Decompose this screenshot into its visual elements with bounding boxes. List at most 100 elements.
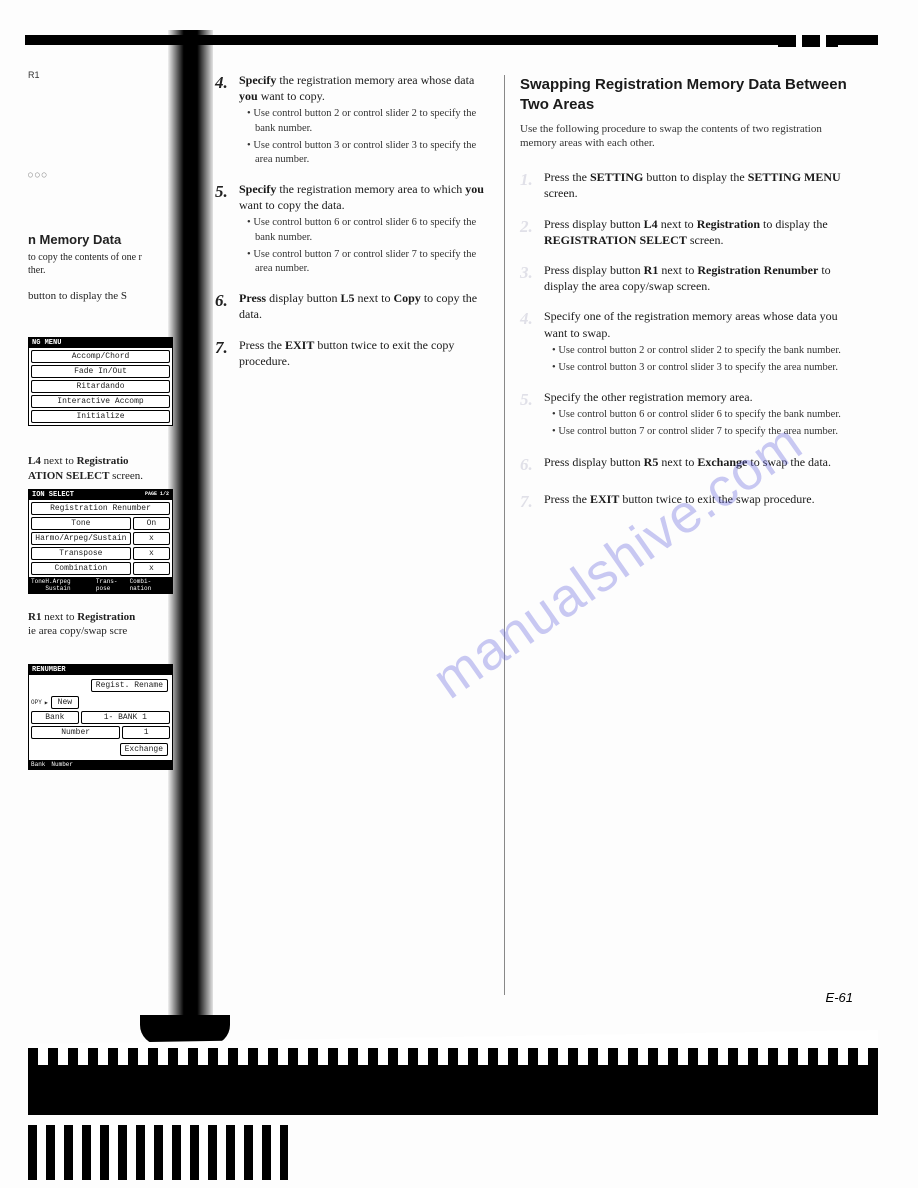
t: Press the bbox=[544, 492, 590, 506]
t: next to bbox=[658, 455, 697, 469]
step-body: Press the SETTING button to display the … bbox=[544, 169, 860, 201]
t: Registration bbox=[697, 217, 760, 231]
step: 7.Press the EXIT button twice to exit th… bbox=[520, 491, 860, 514]
f: Combi-nation bbox=[130, 578, 170, 592]
step-num: 4. bbox=[215, 72, 239, 167]
bottom-scan-artifact-2 bbox=[28, 1125, 288, 1180]
txt: next to bbox=[44, 611, 74, 623]
step-7: 7. Press the EXIT button twice to exit t… bbox=[215, 337, 495, 369]
step-body: Press the EXIT button twice to exit the … bbox=[544, 491, 860, 514]
txt: ie area copy/swap scre bbox=[28, 625, 127, 637]
cell: Bank bbox=[31, 711, 79, 724]
t: to display the bbox=[760, 217, 828, 231]
step-body: Specify the registration memory area to … bbox=[239, 181, 495, 276]
left-heading-memory: n Memory Data bbox=[28, 232, 173, 247]
step-num: 7. bbox=[520, 491, 544, 514]
bullet: Use control button 7 or control slider 7… bbox=[247, 248, 495, 276]
cell: Harmo/Arpeg/Sustain bbox=[31, 532, 131, 545]
reg-bold: Registration bbox=[77, 611, 135, 623]
step-num: 2. bbox=[520, 216, 544, 248]
step-body: Press display button L5 next to Copy to … bbox=[239, 290, 495, 322]
cell: x bbox=[133, 532, 170, 545]
bullet: Use control button 6 or control slider 6… bbox=[247, 216, 495, 244]
left-sub2: ther. bbox=[28, 264, 173, 277]
bullet: Use control button 3 or control slider 3… bbox=[552, 361, 860, 375]
t: next to bbox=[658, 217, 697, 231]
step-num: 3. bbox=[520, 262, 544, 294]
right-column: Swapping Registration Memory Data Betwee… bbox=[520, 75, 860, 527]
cell: Combination bbox=[31, 562, 131, 575]
exchange-btn: Exchange bbox=[120, 743, 168, 756]
left-partial-page: R1 ○○○ n Memory Data to copy the content… bbox=[28, 70, 173, 770]
step-num: 5. bbox=[520, 389, 544, 440]
t: Press the bbox=[544, 170, 590, 184]
page-number: E-61 bbox=[826, 990, 853, 1005]
copy-label: OPY bbox=[31, 699, 42, 706]
f: Bank bbox=[31, 761, 45, 768]
step: 4.Specify one of the registration memory… bbox=[520, 308, 860, 375]
t: you bbox=[239, 89, 258, 103]
t: button twice to exit the swap procedure. bbox=[619, 492, 814, 506]
menu1-row: Ritardando bbox=[31, 380, 170, 393]
step-num: 6. bbox=[215, 290, 239, 322]
menu2-row: Registration Renumber bbox=[31, 502, 170, 515]
cell: Transpose bbox=[31, 547, 131, 560]
reg-bold: Registratio bbox=[77, 455, 129, 467]
step-body: Press the EXIT button twice to exit the … bbox=[239, 337, 495, 369]
txt: screen. bbox=[112, 470, 143, 482]
bullet: Use control button 3 or control slider 3… bbox=[247, 139, 495, 167]
step-num: 4. bbox=[520, 308, 544, 375]
t: L4 bbox=[644, 217, 658, 231]
menu1-row: Accomp/Chord bbox=[31, 350, 170, 363]
t: Specify bbox=[239, 182, 276, 196]
step: 2.Press display button L4 next to Regist… bbox=[520, 216, 860, 248]
menu3-header: RENUMBER bbox=[29, 665, 172, 675]
step: 1.Press the SETTING button to display th… bbox=[520, 169, 860, 201]
renumber-screenshot: RENUMBER Regist. Rename OPY ▸ New Bank1-… bbox=[28, 664, 173, 770]
t: display button bbox=[266, 291, 340, 305]
step-num: 7. bbox=[215, 337, 239, 369]
bullet: Use control button 2 or control slider 2… bbox=[552, 344, 860, 358]
t: the registration memory area to which bbox=[276, 182, 465, 196]
top-border bbox=[25, 35, 878, 45]
cell: Tone bbox=[31, 517, 131, 530]
t: Press the bbox=[239, 338, 285, 352]
section-heading: Swapping Registration Memory Data Betwee… bbox=[520, 75, 860, 116]
t: Exchange bbox=[697, 455, 747, 469]
t: R1 bbox=[644, 263, 659, 277]
t: L5 bbox=[340, 291, 354, 305]
menu1-row: Fade In/Out bbox=[31, 365, 170, 378]
t: next to bbox=[354, 291, 393, 305]
t: Registration Renumber bbox=[697, 263, 818, 277]
t: Press bbox=[239, 291, 266, 305]
column-divider bbox=[504, 75, 505, 995]
ation-bold: ATION SELECT bbox=[28, 470, 109, 482]
t: Press display button bbox=[544, 217, 644, 231]
t: you bbox=[465, 182, 484, 196]
cell: 1 bbox=[122, 726, 170, 739]
book-spine-bottom bbox=[140, 1015, 230, 1045]
dots-row: ○○○ bbox=[28, 170, 173, 179]
cell: x bbox=[133, 562, 170, 575]
t: Press display button bbox=[544, 263, 644, 277]
bullet: Use control button 7 or control slider 7… bbox=[552, 425, 860, 439]
cell: 1- BANK 1 bbox=[81, 711, 170, 724]
menu1-row: Interactive Accomp bbox=[31, 395, 170, 408]
step-6: 6. Press display button L5 next to Copy … bbox=[215, 290, 495, 322]
step: 6.Press display button R5 next to Exchan… bbox=[520, 454, 860, 477]
t: want to copy. bbox=[258, 89, 325, 103]
t: to swap the data. bbox=[747, 455, 831, 469]
bottom-scan-artifact-solid bbox=[28, 1065, 878, 1115]
menu2-header: ION SELECT PAGE 1/2 bbox=[29, 490, 172, 500]
left-frag3: R1 next to Registration ie area copy/swa… bbox=[28, 610, 173, 639]
t: the registration memory area whose data bbox=[276, 73, 474, 87]
t: SETTING bbox=[590, 170, 643, 184]
step-body: Specify the registration memory area who… bbox=[239, 72, 495, 167]
step-body: Press display button L4 next to Registra… bbox=[544, 216, 860, 248]
t: Press display button bbox=[544, 455, 644, 469]
t: EXIT bbox=[590, 492, 619, 506]
section-intro: Use the following procedure to swap the … bbox=[520, 122, 860, 152]
t: Copy bbox=[393, 291, 420, 305]
step-5: 5. Specify the registration memory area … bbox=[215, 181, 495, 276]
step-body: Specify one of the registration memory a… bbox=[544, 308, 860, 375]
